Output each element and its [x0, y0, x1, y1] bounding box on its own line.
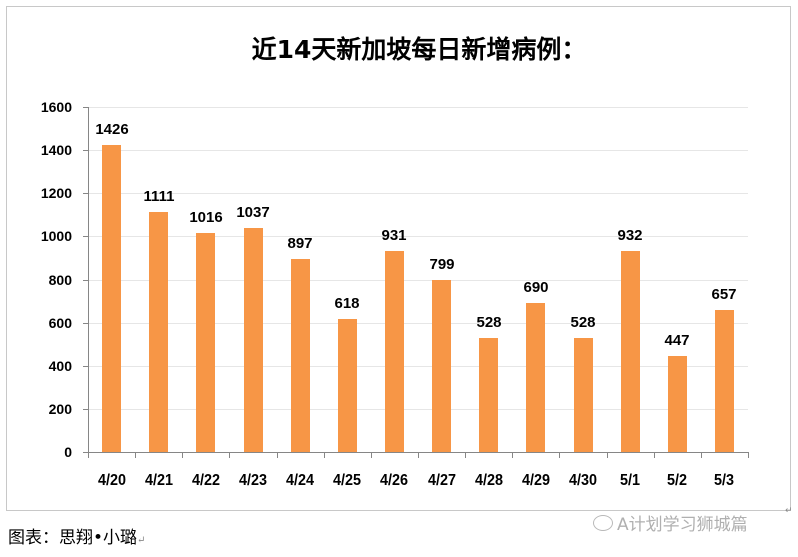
x-tick-label: 4/30: [568, 472, 598, 489]
x-tick-label: 4/25: [332, 472, 362, 489]
return-mark: ↵: [137, 535, 146, 546]
chart-title: 近14天新加坡每日新增病例：: [251, 35, 587, 64]
y-tick: [83, 150, 88, 151]
x-tick: [324, 452, 325, 458]
x-tick: [512, 452, 513, 458]
x-tick: [701, 452, 702, 458]
bar: [668, 356, 687, 452]
gridline: [88, 323, 748, 324]
bar: [149, 212, 168, 452]
y-tick-label: 800: [48, 272, 72, 288]
bar-value-label: 932: [617, 227, 643, 244]
caption-text: 图表：思翔•小璐: [8, 528, 138, 548]
x-tick: [418, 452, 419, 458]
bar-value-label: 618: [334, 295, 360, 312]
x-tick: [229, 452, 230, 458]
x-tick: [465, 452, 466, 458]
x-tick-label: 4/23: [238, 472, 268, 489]
y-tick-label: 400: [48, 358, 72, 374]
x-tick-label: 4/22: [191, 472, 221, 489]
y-tick-label: 1000: [40, 228, 72, 244]
y-tick: [83, 409, 88, 410]
y-tick-label: 1600: [40, 99, 72, 115]
y-tick-label: 600: [48, 315, 72, 331]
bar: [102, 145, 121, 452]
gridline: [88, 107, 748, 108]
bar-value-label: 528: [570, 314, 596, 331]
y-tick: [83, 452, 88, 453]
x-tick: [277, 452, 278, 458]
bar: [574, 338, 593, 452]
x-tick-label: 4/21: [144, 472, 174, 489]
gridline: [88, 366, 748, 367]
bar: [621, 251, 640, 452]
y-axis: [88, 107, 89, 453]
bar-value-label: 1426: [95, 121, 129, 138]
x-tick-label: 4/29: [521, 472, 551, 489]
watermark-text: A计划学习狮城篇: [617, 515, 748, 535]
y-tick: [83, 107, 88, 108]
bar-value-label: 1037: [236, 204, 270, 221]
bar-value-label: 931: [381, 227, 407, 244]
x-tick: [182, 452, 183, 458]
y-tick: [83, 366, 88, 367]
bar-value-label: 657: [711, 286, 737, 303]
x-tick: [654, 452, 655, 458]
bar: [385, 251, 404, 452]
x-tick-label: 4/20: [97, 472, 127, 489]
bar-value-label: 1016: [189, 209, 223, 226]
watermark: A计划学习狮城篇: [593, 510, 748, 535]
y-tick: [83, 323, 88, 324]
bar: [338, 319, 357, 452]
x-tick-label: 4/27: [427, 472, 457, 489]
y-tick: [83, 193, 88, 194]
bar: [196, 233, 215, 452]
wechat-icon: [593, 514, 613, 531]
bar: [291, 259, 310, 452]
y-tick: [83, 280, 88, 281]
gridline: [88, 193, 748, 194]
bar-value-label: 799: [429, 256, 455, 273]
gridline: [88, 409, 748, 410]
figure-caption: 图表：思翔•小璐↵: [8, 523, 145, 548]
y-tick-label: 0: [64, 444, 72, 460]
x-tick-label: 5/3: [713, 472, 735, 489]
y-tick-label: 1400: [40, 142, 72, 158]
bar-value-label: 897: [287, 235, 313, 252]
gridline: [88, 150, 748, 151]
x-tick: [748, 452, 749, 458]
bar-value-label: 528: [476, 314, 502, 331]
bar-value-label: 447: [664, 332, 690, 349]
x-tick: [371, 452, 372, 458]
bar: [244, 228, 263, 452]
x-tick-label: 4/28: [474, 472, 504, 489]
x-tick-label: 5/2: [666, 472, 688, 489]
bar: [432, 280, 451, 452]
y-tick: [83, 236, 88, 237]
bar: [479, 338, 498, 452]
gridline: [88, 236, 748, 237]
x-tick: [135, 452, 136, 458]
bar: [715, 310, 734, 452]
bar-value-label: 1111: [143, 188, 175, 205]
x-tick: [607, 452, 608, 458]
bar-value-label: 690: [523, 279, 549, 296]
bar: [526, 303, 545, 452]
x-tick-label: 5/1: [619, 472, 641, 489]
x-tick-label: 4/24: [285, 472, 315, 489]
x-tick-label: 4/26: [379, 472, 409, 489]
gridline: [88, 280, 748, 281]
return-mark-corner: ↵: [785, 505, 793, 515]
y-tick-label: 200: [48, 401, 72, 417]
x-tick: [88, 452, 89, 458]
x-tick: [559, 452, 560, 458]
y-tick-label: 1200: [40, 185, 72, 201]
